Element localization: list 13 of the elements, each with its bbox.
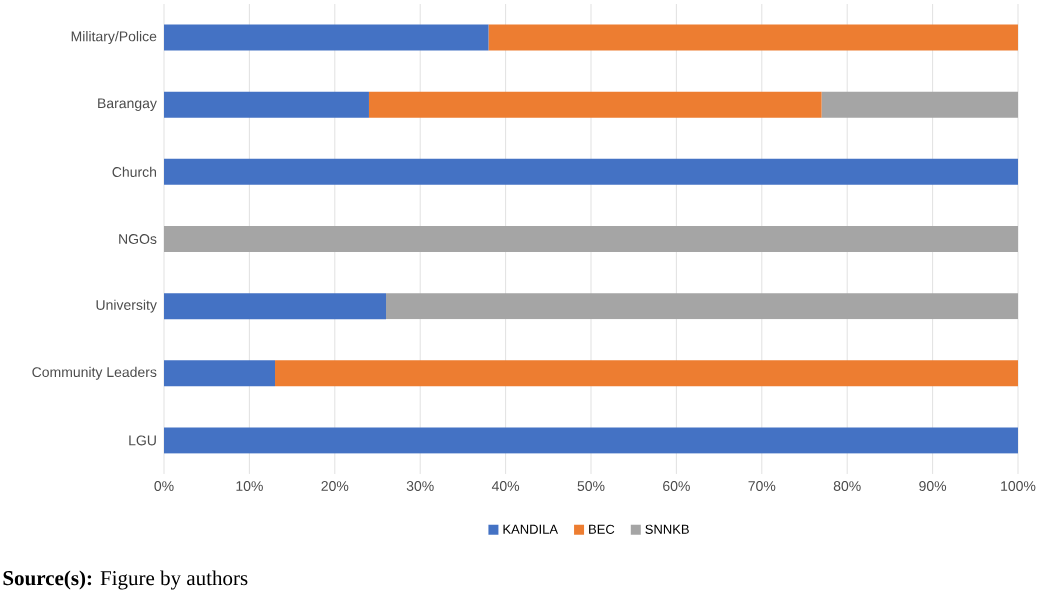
bar [368,91,822,118]
bar [164,24,489,51]
text: Source(s): Figure by authors [3,570,248,590]
bar [164,427,1018,454]
bar [386,293,1018,320]
bar [164,158,1018,185]
bar [488,24,1018,51]
bar [164,293,387,320]
bar [164,91,369,118]
bar [164,226,1018,253]
bar [275,360,1018,387]
bar [821,91,1018,118]
bar [164,360,276,387]
